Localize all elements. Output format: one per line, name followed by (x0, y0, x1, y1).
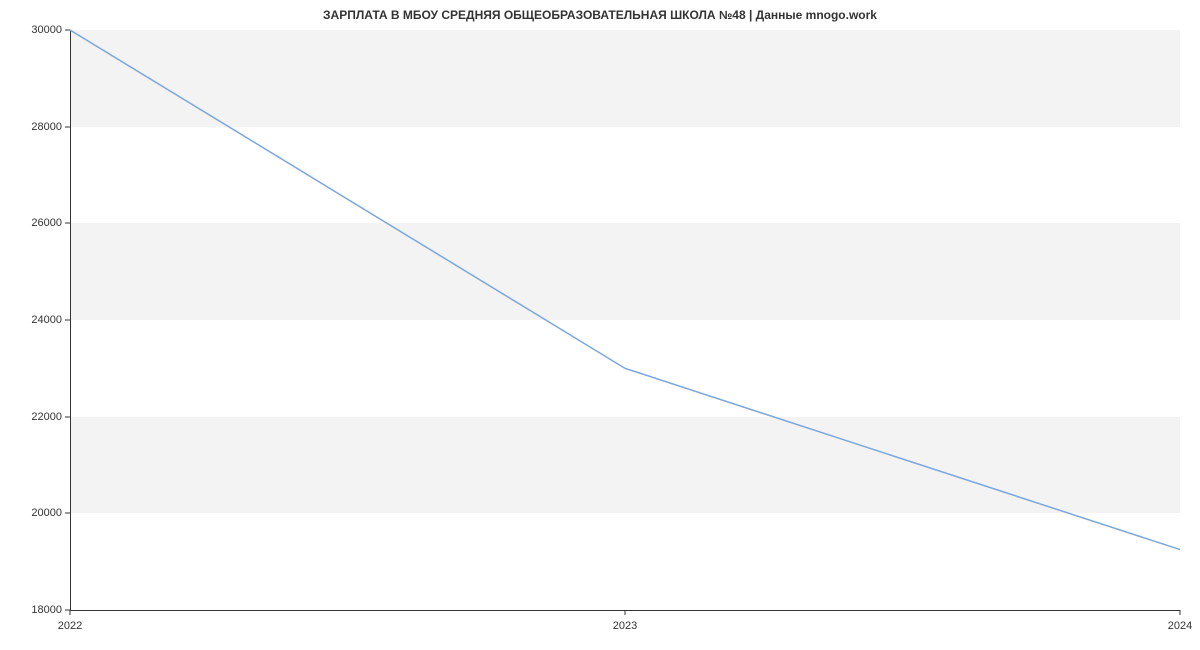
y-tick-label: 28000 (31, 121, 62, 133)
y-tick-label: 24000 (31, 314, 62, 326)
x-axis-line (70, 610, 1180, 611)
y-tick-label: 30000 (31, 24, 62, 36)
plot-area: 1800020000220002400026000280003000020222… (70, 30, 1180, 610)
y-tick-label: 26000 (31, 217, 62, 229)
chart-container: ЗАРПЛАТА В МБОУ СРЕДНЯЯ ОБЩЕОБРАЗОВАТЕЛЬ… (0, 0, 1200, 650)
line-series-salary (70, 30, 1180, 550)
x-tick-label: 2022 (58, 620, 82, 632)
x-tick-label: 2023 (613, 620, 637, 632)
y-tick-label: 20000 (31, 507, 62, 519)
line-series-svg (70, 30, 1180, 610)
chart-title: ЗАРПЛАТА В МБОУ СРЕДНЯЯ ОБЩЕОБРАЗОВАТЕЛЬ… (0, 8, 1200, 22)
y-tick-label: 18000 (31, 604, 62, 616)
x-tick-label: 2024 (1168, 620, 1192, 632)
y-tick-label: 22000 (31, 411, 62, 423)
